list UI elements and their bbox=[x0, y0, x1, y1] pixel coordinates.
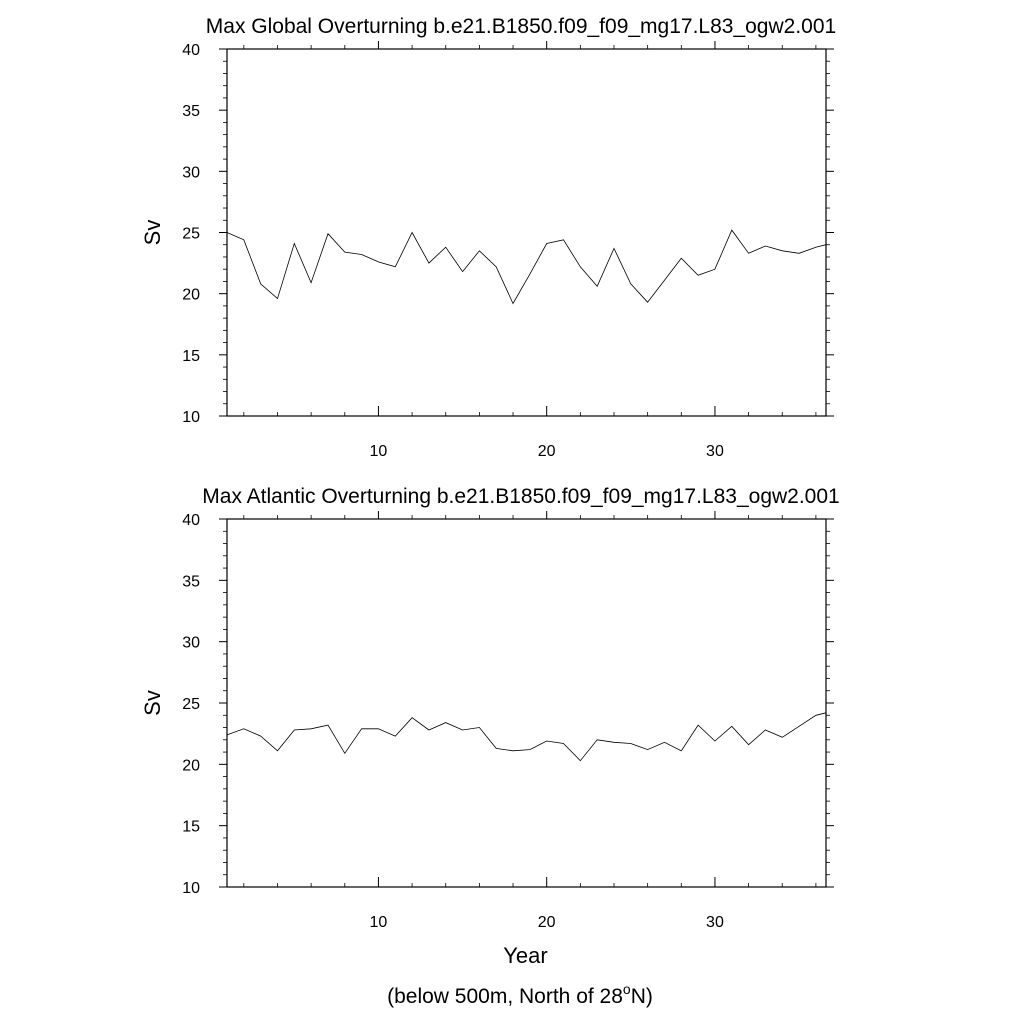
series-line bbox=[226, 229, 827, 305]
y-tick-label: 25 bbox=[182, 226, 200, 243]
chart-title: Max Atlantic Overturning b.e21.B1850.f09… bbox=[202, 485, 839, 508]
chart-panel-atlantic: 10 15 20 25 30 35 40 10 20 30 Max Atlantic Overtur… bbox=[140, 485, 840, 968]
plot-frame bbox=[226, 48, 827, 417]
y-axis-label: Sv bbox=[140, 690, 165, 716]
x-tick-label: 10 bbox=[370, 914, 388, 931]
x-tick-label: 20 bbox=[538, 914, 556, 931]
y-tick-label: 40 bbox=[182, 42, 200, 59]
x-tick-label: 30 bbox=[706, 914, 724, 931]
series-line bbox=[226, 712, 827, 762]
y-tick-label: 15 bbox=[182, 348, 200, 365]
y-tick-label: 20 bbox=[182, 287, 200, 304]
y-axis-label: Sv bbox=[140, 220, 165, 246]
y-tick-label: 30 bbox=[182, 635, 200, 652]
y-tick-label: 20 bbox=[182, 757, 200, 774]
chart-title: Max Global Overturning b.e21.B1850.f09_f… bbox=[206, 15, 836, 38]
y-tick-label: 40 bbox=[182, 512, 200, 529]
y-tick-label: 10 bbox=[182, 880, 200, 897]
footnote: (below 500m, North of 28oN) bbox=[387, 981, 653, 1008]
y-tick-label: 35 bbox=[182, 573, 200, 590]
y-tick-label: 35 bbox=[182, 103, 200, 120]
plot-frame bbox=[226, 518, 827, 888]
y-tick-label: 30 bbox=[182, 164, 200, 181]
chart-panel-global: 10 15 20 25 30 35 40 10 20 30 Max Global Overturni… bbox=[140, 15, 836, 460]
y-tick-label: 15 bbox=[182, 819, 200, 836]
y-tick-label: 25 bbox=[182, 696, 200, 713]
footnote-prefix: (below 500m, North of 28 bbox=[387, 985, 623, 1008]
footnote-superscript: o bbox=[623, 981, 631, 997]
y-tick-label: 10 bbox=[182, 409, 200, 426]
x-tick-label: 10 bbox=[370, 443, 388, 460]
x-axis-label: Year bbox=[503, 943, 547, 968]
x-tick-label: 20 bbox=[538, 443, 556, 460]
x-tick-label: 30 bbox=[706, 443, 724, 460]
footnote-suffix: N) bbox=[631, 985, 653, 1008]
